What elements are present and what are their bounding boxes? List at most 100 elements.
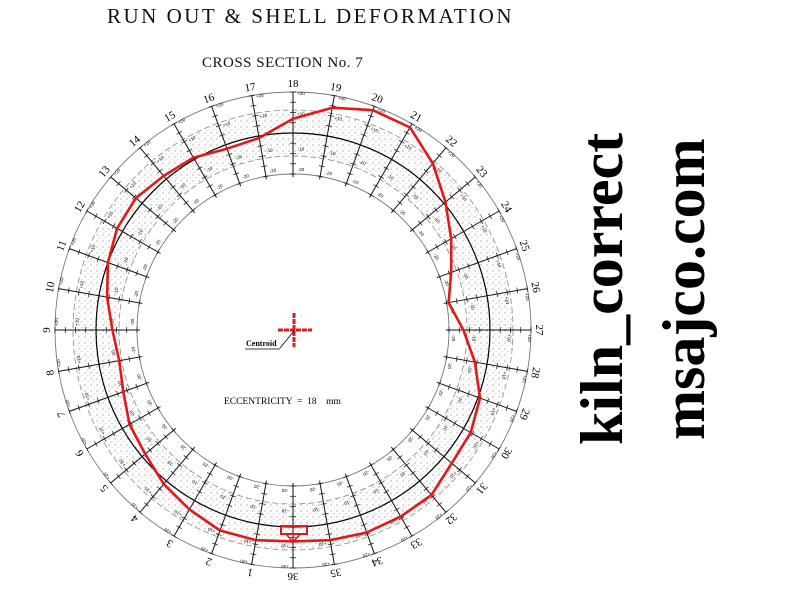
tick-mark — [409, 122, 415, 126]
tick-mark — [364, 124, 371, 127]
tick-label: -20 — [171, 216, 179, 225]
tick-label: +10 — [118, 458, 127, 467]
radial-line — [69, 381, 150, 412]
tick-mark — [88, 290, 90, 298]
tick-mark — [443, 510, 449, 515]
profile-point — [409, 126, 411, 129]
tick-mark — [470, 223, 475, 230]
tick-label: -10 — [470, 303, 476, 311]
profile-point — [469, 431, 472, 434]
tick-mark — [93, 441, 98, 447]
tick-label: -10 — [155, 203, 163, 212]
tick-mark — [163, 478, 169, 484]
tick-mark — [108, 480, 113, 486]
tick-label: -10 — [266, 147, 274, 153]
tick-mark — [176, 130, 182, 135]
tick-mark — [320, 502, 327, 505]
tick-mark — [324, 135, 331, 137]
tick-label: +20 — [297, 91, 305, 96]
tick-label: -20 — [154, 238, 162, 247]
tick-label: -20 — [447, 362, 453, 370]
profile-point — [450, 462, 453, 465]
tick-mark — [329, 553, 336, 556]
profile-point — [255, 539, 257, 541]
tick-mark — [388, 157, 395, 162]
tick-label: +20 — [524, 293, 530, 302]
tick-mark — [353, 153, 360, 156]
tick-mark — [496, 252, 499, 259]
tick-mark — [212, 463, 218, 467]
profile-point — [162, 175, 165, 177]
tick-mark — [116, 181, 121, 187]
tick-label: +10 — [259, 113, 268, 119]
tick-label: +10 — [76, 355, 82, 364]
tick-mark — [120, 425, 125, 432]
tick-mark — [219, 523, 226, 527]
tick-mark — [426, 440, 431, 446]
station-label-2: 2 — [204, 555, 213, 568]
tick-mark — [390, 447, 396, 452]
station-label-9: 9 — [41, 327, 53, 333]
tick-label: -20 — [201, 461, 210, 469]
tick-mark — [118, 296, 121, 303]
tick-label: +20 — [434, 512, 443, 521]
tick-mark — [155, 214, 160, 220]
tick-label: -10 — [411, 192, 420, 200]
tick-mark — [170, 184, 176, 190]
tick-mark — [191, 157, 198, 162]
tick-mark — [444, 415, 448, 422]
tick-label: +10 — [495, 259, 502, 268]
profile-point — [430, 494, 433, 496]
tick-mark — [261, 165, 268, 168]
radial-line — [251, 480, 267, 565]
tick-mark — [93, 213, 98, 219]
tick-mark — [170, 470, 176, 476]
tick-mark — [96, 397, 100, 404]
tick-mark — [138, 415, 142, 422]
tick-label: +20 — [527, 334, 532, 342]
profile-point — [192, 156, 195, 159]
tick-mark — [317, 175, 324, 178]
tick-label: -20 — [141, 263, 148, 271]
tick-mark — [156, 405, 160, 411]
tick-label: -20 — [417, 229, 425, 238]
tick-label: +20 — [256, 92, 265, 98]
tick-mark — [171, 122, 177, 126]
tick-label: +10 — [480, 224, 488, 234]
profile-point — [399, 515, 402, 518]
radial-line — [344, 106, 375, 187]
radial-line — [211, 106, 242, 187]
radial-line — [425, 406, 500, 450]
profile-point — [292, 117, 294, 120]
tick-mark — [426, 249, 430, 255]
tick-label: -10 — [117, 380, 124, 388]
tick-mark — [465, 181, 470, 187]
tick-label: +10 — [449, 470, 458, 479]
tick-label: +10 — [433, 165, 442, 174]
tick-mark — [516, 287, 519, 294]
station-label-28: 28 — [528, 366, 542, 379]
tick-mark — [145, 380, 148, 387]
tick-label: +20 — [80, 436, 88, 446]
tick-mark — [144, 502, 150, 507]
tick-mark — [201, 481, 208, 485]
tick-mark — [144, 153, 150, 158]
tick-label: +20 — [475, 180, 484, 189]
marker-triangle — [284, 533, 302, 541]
tick-label: +20 — [113, 167, 122, 176]
tick-mark — [443, 145, 449, 150]
tick-label: +20 — [102, 471, 111, 480]
tick-label: +20 — [521, 375, 527, 384]
radial-line — [319, 480, 335, 565]
tick-mark — [426, 405, 430, 411]
tick-mark — [259, 155, 266, 158]
tick-mark — [88, 362, 90, 370]
radial-line — [173, 123, 217, 198]
tick-label: +10 — [403, 143, 413, 151]
station-label-29: 29 — [516, 407, 531, 422]
tick-mark — [486, 292, 488, 299]
tick-label: -10 — [128, 409, 136, 418]
tick-mark — [248, 94, 255, 97]
centroid-leader-line — [279, 330, 295, 349]
tick-mark — [191, 498, 198, 503]
